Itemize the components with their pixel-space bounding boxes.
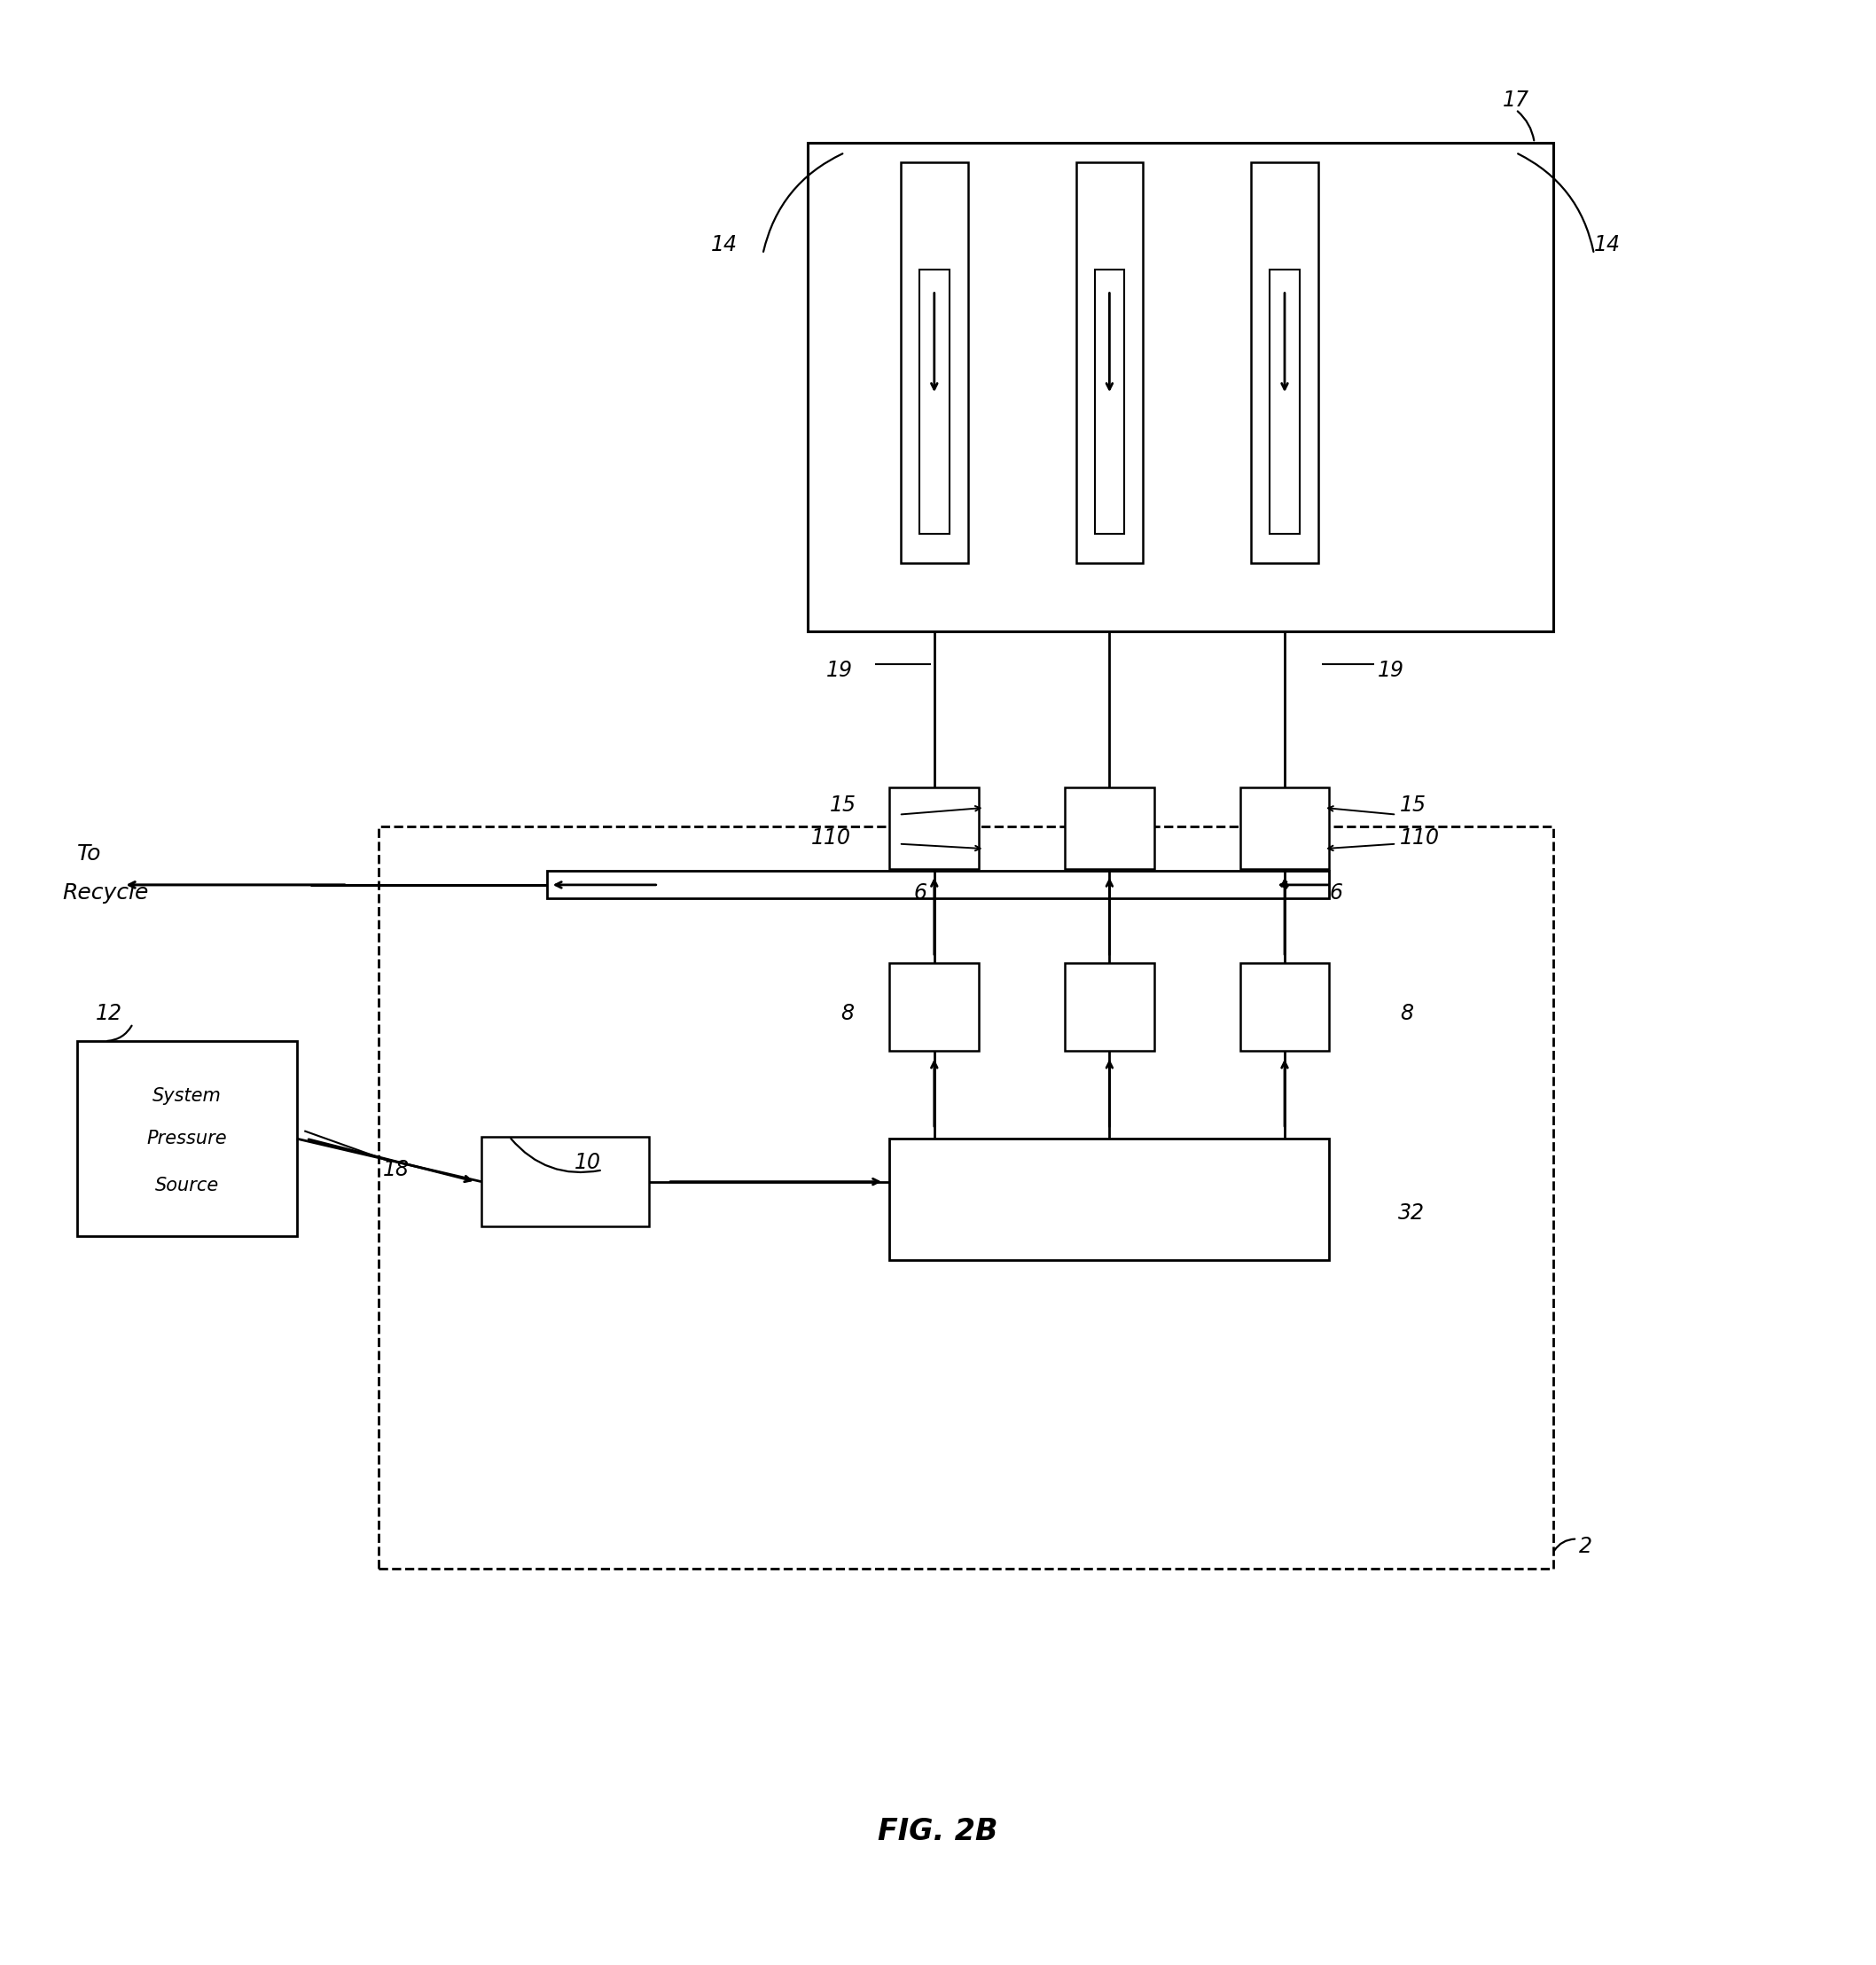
Text: 14: 14 [1595, 234, 1621, 255]
Text: To: To [77, 843, 101, 865]
Bar [379, 827, 1553, 1568]
Text: 10: 10 [574, 1151, 600, 1173]
Text: 32: 32 [1398, 1203, 1426, 1224]
Bar [1077, 163, 1142, 562]
Text: 110: 110 [810, 827, 852, 849]
Text: System: System [152, 1087, 221, 1104]
Bar [900, 163, 968, 562]
Text: Recycle: Recycle [62, 882, 148, 904]
Text: 12: 12 [96, 1002, 122, 1024]
Text: 15: 15 [1399, 794, 1428, 815]
Bar [1066, 963, 1154, 1051]
Bar [1270, 269, 1300, 533]
Bar [889, 1138, 1330, 1260]
Bar [919, 269, 949, 533]
Text: 17: 17 [1503, 88, 1529, 110]
Bar [1094, 269, 1124, 533]
Text: Pressure: Pressure [146, 1130, 227, 1148]
Text: 2: 2 [1580, 1537, 1593, 1558]
Bar [1251, 163, 1319, 562]
Text: 15: 15 [829, 794, 857, 815]
Text: 18: 18 [383, 1159, 409, 1181]
Text: Source: Source [156, 1177, 219, 1195]
Bar [1066, 788, 1154, 869]
Text: 8: 8 [840, 1002, 854, 1024]
Bar [1240, 963, 1330, 1051]
Bar [546, 870, 1330, 898]
Bar [482, 1138, 649, 1226]
Text: 19: 19 [1377, 660, 1405, 680]
Text: 8: 8 [1399, 1002, 1413, 1024]
Bar [889, 963, 979, 1051]
Text: FIG. 2B: FIG. 2B [878, 1818, 998, 1847]
Text: 6: 6 [1330, 882, 1343, 904]
Text: 110: 110 [1399, 827, 1441, 849]
Text: 19: 19 [825, 660, 854, 680]
Bar [889, 788, 979, 869]
Bar [1240, 788, 1330, 869]
Bar [77, 1041, 296, 1236]
Text: 14: 14 [711, 234, 737, 255]
Bar [807, 143, 1553, 631]
Text: 6: 6 [914, 882, 927, 904]
